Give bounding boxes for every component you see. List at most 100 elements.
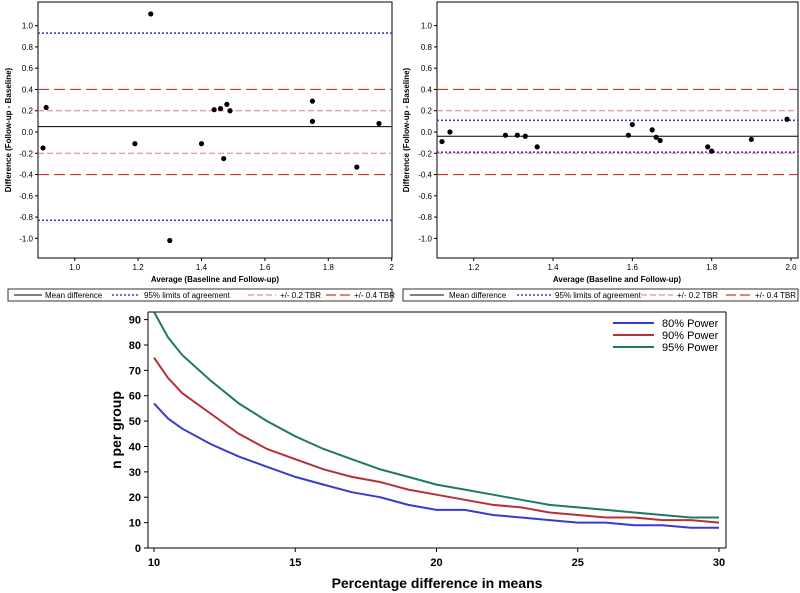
- c-xtick-label: 15: [289, 557, 301, 569]
- a-data-point: [167, 237, 173, 244]
- b-data-point: [625, 132, 631, 138]
- b-xtick-label: 1.6: [627, 263, 639, 272]
- panel-c-xlabel: Percentage difference in means: [332, 575, 543, 591]
- c-ytick-label: 20: [129, 492, 141, 504]
- b-data-point: [705, 144, 711, 150]
- b-data-point: [439, 138, 445, 145]
- a-data-point: [40, 145, 46, 151]
- b-ytick-label: -1.0: [418, 234, 432, 243]
- panel-b-ylabel: Difference (Follow-up - Baseline): [402, 67, 411, 192]
- c-ytick-label: 80: [129, 340, 141, 352]
- b-data-point: [502, 132, 509, 138]
- b-data-point: [748, 136, 754, 143]
- c-ytick-label: 60: [129, 391, 141, 403]
- panel-b-legend-mean: Mean difference: [449, 291, 507, 300]
- a-data-point: [221, 155, 227, 162]
- b-ytick-label: -0.4: [418, 171, 432, 180]
- panel-a-ylabel: Difference (Follow-up - Baseline): [4, 67, 13, 192]
- panel-a-frame: [37, 1, 393, 259]
- a-xtick-label: 1.0: [69, 263, 81, 272]
- c-ytick-label: 10: [129, 518, 141, 530]
- b-ytick-label: 1.0: [421, 22, 433, 31]
- a-xtick-label: 1.4: [196, 263, 208, 272]
- b-data-point: [653, 134, 659, 140]
- b-data-point: [534, 144, 540, 150]
- a-xtick-label: 2: [389, 263, 394, 272]
- a-data-point: [148, 11, 154, 17]
- b-ytick-label: 0.4: [421, 85, 433, 94]
- b-xtick-label: 1.4: [547, 263, 559, 272]
- b-data-point: [514, 132, 520, 138]
- c-xtick-label: 20: [430, 557, 442, 569]
- a-ytick-label: -0.4: [19, 171, 33, 180]
- panel-b-frame: [436, 1, 799, 259]
- panel-a-xlabel: Average (Baseline and Follow-up): [151, 275, 280, 284]
- panel-b-xlabel: Average (Baseline and Follow-up): [553, 275, 682, 284]
- panel-a-legend-box: [7, 288, 393, 302]
- panel-a-legend-tbr02: +/- 0.2 TBR: [280, 291, 321, 300]
- a-data-point: [43, 104, 49, 111]
- a-data-point: [354, 164, 360, 170]
- b-data-point: [447, 129, 453, 135]
- a-xtick-label: 1.2: [133, 263, 145, 272]
- a-ytick-label: -0.8: [19, 213, 33, 222]
- panel-b-legend-tbr04: +/- 0.4 TBR: [755, 291, 796, 300]
- b-data-point: [522, 133, 528, 139]
- a-ytick-label: -1.0: [19, 234, 33, 243]
- c-ytick-label: 50: [129, 416, 141, 428]
- a-data-point: [309, 118, 316, 124]
- panel-a-legend-tbr04: +/- 0.4 TBR: [354, 291, 395, 300]
- panel-b-legend-tbr02: +/- 0.2 TBR: [677, 291, 718, 300]
- a-xtick-label: 1.8: [323, 263, 335, 272]
- c-legend-label-1: 90% Power: [662, 330, 719, 342]
- a-ytick-label: 0.8: [22, 43, 34, 52]
- b-data-point: [709, 148, 715, 154]
- c-ytick-label: 30: [129, 467, 141, 479]
- a-data-point: [227, 108, 233, 114]
- c-legend-label-0: 80% Power: [662, 318, 719, 330]
- panel-a: 1.0 0.8 0.6 0.4 0.2 0.0 -0.2 -0.4 -0.6 -0.8 -1.0 1.…: [4, 1, 395, 302]
- b-ytick-label: -0.6: [418, 192, 432, 201]
- b-data-point: [657, 137, 663, 144]
- b-ytick-label: -0.2: [418, 149, 432, 158]
- panel-a-legend-mean: Mean difference: [45, 291, 103, 300]
- a-xtick-label: 1.6: [259, 263, 271, 272]
- b-ytick-label: 0.8: [421, 43, 433, 52]
- c-legend-label-2: 95% Power: [662, 342, 719, 354]
- a-data-point: [211, 107, 217, 113]
- b-ytick-label: 0.6: [421, 64, 433, 73]
- a-data-point: [198, 141, 205, 147]
- b-xtick-label: 1.8: [706, 263, 718, 272]
- a-data-point: [132, 141, 138, 147]
- b-ytick-label: -0.8: [418, 213, 432, 222]
- c-xtick-label: 25: [572, 557, 584, 569]
- a-ytick-label: 0.0: [22, 128, 34, 137]
- c-ytick-label: 70: [129, 365, 141, 377]
- b-ytick-label: 0.0: [421, 128, 433, 137]
- b-data-point: [629, 121, 635, 128]
- panel-b-legend-loa: 95% limits of agreement: [555, 291, 642, 300]
- c-series-line-0: [153, 402, 719, 529]
- a-data-point: [376, 120, 382, 127]
- c-ytick-label: 0: [135, 543, 141, 555]
- c-ytick-label: 40: [129, 441, 141, 453]
- b-data-point: [784, 116, 790, 122]
- c-series-line-2: [153, 311, 719, 519]
- b-data-point: [649, 127, 655, 133]
- a-data-point: [309, 98, 316, 104]
- b-ytick-label: 0.2: [421, 107, 433, 116]
- c-ytick-label: 90: [129, 315, 141, 327]
- panel-a-legend-loa: 95% limits of agreement: [144, 291, 231, 300]
- a-data-point: [224, 101, 230, 107]
- a-data-point: [217, 106, 224, 112]
- a-ytick-label: 0.2: [22, 107, 34, 116]
- a-ytick-label: 0.4: [22, 85, 34, 94]
- b-xtick-label: 2.0: [785, 263, 797, 272]
- c-xtick-label: 10: [148, 557, 160, 569]
- a-ytick-label: 1.0: [22, 22, 34, 31]
- panel-c-ylabel: n per group: [108, 391, 124, 469]
- panel-b-legend-box: [402, 288, 799, 302]
- c-series-line-1: [153, 357, 720, 524]
